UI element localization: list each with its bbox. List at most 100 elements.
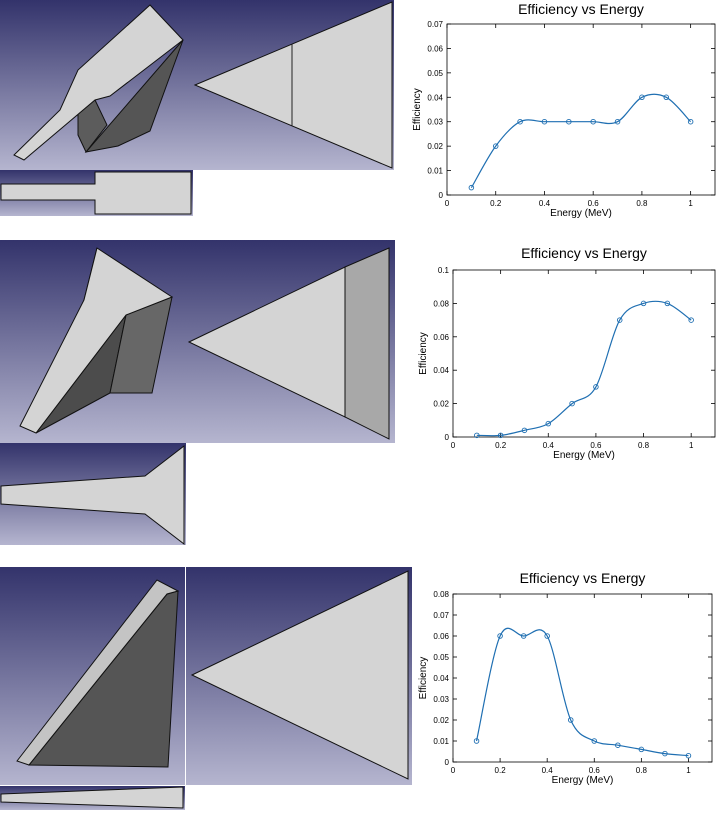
y-tick-label: 0	[445, 758, 450, 767]
y-tick-label: 0.08	[433, 299, 449, 308]
row2-iso-view	[0, 240, 186, 443]
x-tick-label: 0	[445, 199, 450, 208]
x-tick-label: 0.4	[539, 199, 551, 208]
y-tick-label: 0	[439, 191, 444, 200]
x-tick-label: 1	[689, 441, 694, 450]
row3-side-profile	[0, 786, 184, 809]
y-tick-label: 0.02	[433, 716, 449, 725]
data-point	[541, 118, 548, 125]
y-tick-label: 0.02	[427, 142, 443, 151]
data-point	[521, 427, 528, 434]
data-point	[591, 738, 598, 744]
efficiency-chart-1: Efficiency vs Energy 0 0.2 0.4 0.6 0.8 1 0 0.01 0…	[412, 1, 716, 219]
y-tick-label: 0.01	[433, 737, 449, 746]
y-tick-label: 0.01	[427, 167, 443, 176]
data-point	[497, 432, 504, 439]
series-line	[475, 627, 689, 757]
y-axis-label: Efficiency	[418, 657, 429, 700]
efficiency-chart-2: Efficiency vs Energy 0 0.2 0.4 0.6 0.8 1 0 0.02 0…	[418, 245, 716, 461]
plot-frame	[452, 593, 713, 763]
data-point	[517, 118, 523, 125]
y-tick-label: 0.03	[427, 118, 443, 127]
data-point	[664, 300, 671, 307]
y-tick-label: 0.04	[433, 366, 449, 375]
data-point	[590, 118, 596, 125]
chart-title: Efficiency vs Energy	[518, 1, 644, 17]
data-point	[468, 184, 475, 191]
data-point	[567, 717, 574, 723]
x-tick-label: 0.6	[589, 766, 601, 775]
y-tick-label: 0.05	[433, 653, 449, 662]
data-point	[640, 300, 647, 307]
series-line	[476, 300, 692, 437]
y-tick-label: 0.07	[433, 611, 449, 620]
data-point	[473, 738, 480, 744]
x-tick-label: 0.2	[490, 199, 502, 208]
data-point	[474, 432, 480, 439]
y-tick-label: 0.04	[433, 674, 449, 683]
row3-iso-top-face	[16, 579, 180, 766]
x-tick-label: 0.2	[495, 441, 507, 450]
data-point	[544, 633, 550, 639]
x-tick-label: 0.8	[636, 199, 648, 208]
data-point	[638, 746, 645, 753]
data-point	[569, 400, 575, 407]
x-tick-label: 0.2	[495, 766, 507, 775]
row1-top-view	[193, 0, 394, 170]
row2-iso-top-face	[19, 247, 174, 434]
row2-top-view	[186, 240, 395, 443]
x-tick-label: 0.6	[590, 441, 602, 450]
x-tick-label: 0.8	[638, 441, 650, 450]
data-point	[663, 94, 670, 101]
x-tick-label: 1	[688, 199, 693, 208]
x-axis-label: Energy (MeV)	[550, 208, 612, 219]
x-tick-label: 0	[451, 441, 456, 450]
data-point	[492, 143, 499, 149]
y-axis-label: Efficiency	[418, 332, 429, 375]
y-tick-label: 0.06	[427, 44, 443, 53]
chart-title: Efficiency vs Energy	[520, 570, 646, 586]
y-tick-label: 0.1	[438, 266, 450, 275]
y-tick-label: 0.06	[433, 333, 449, 342]
y-tick-label: 0.05	[427, 69, 443, 78]
row2-side-view	[0, 443, 186, 545]
y-tick-label: 0.03	[433, 695, 449, 704]
data-point	[545, 420, 552, 427]
x-axis-label: Energy (MeV)	[553, 450, 615, 461]
data-point	[614, 118, 621, 125]
row2-horn-flare	[344, 247, 390, 440]
x-axis-label: Energy (MeV)	[552, 775, 614, 786]
data-point	[616, 317, 623, 323]
row2-side-profile	[0, 444, 185, 545]
data-point	[639, 94, 645, 101]
row3-side-view	[0, 786, 185, 810]
x-tick-label: 1	[686, 766, 691, 775]
data-point	[688, 317, 694, 323]
x-tick-label: 0.4	[543, 441, 555, 450]
row1-iso-view	[0, 0, 193, 170]
row3-top-view	[186, 567, 412, 785]
data-point	[687, 118, 694, 125]
plot-frame	[452, 269, 716, 438]
data-point	[497, 633, 503, 639]
series-line	[470, 93, 692, 189]
y-tick-label: 0.02	[433, 400, 449, 409]
x-tick-label: 0.6	[588, 199, 600, 208]
row1-side-profile	[0, 171, 192, 215]
data-point	[566, 118, 572, 125]
plot-frame	[446, 23, 716, 196]
data-point	[662, 750, 668, 757]
y-tick-label: 0.08	[433, 590, 449, 599]
row1-side-view	[0, 170, 193, 216]
x-tick-label: 0.8	[636, 766, 648, 775]
row3-horn-face	[190, 570, 409, 780]
x-tick-label: 0	[451, 766, 456, 775]
efficiency-chart-3: Efficiency vs Energy 0 0.2 0.4 0.6 0.8 1 0 0.01 0…	[418, 570, 713, 786]
y-axis-label: Efficiency	[412, 88, 423, 131]
y-tick-label: 0	[445, 433, 450, 442]
row1-iso-dark-face	[84, 39, 184, 153]
data-point	[615, 742, 621, 748]
y-tick-label: 0.04	[427, 93, 443, 102]
chart-title: Efficiency vs Energy	[521, 245, 647, 261]
row1-horn-face	[193, 1, 393, 169]
